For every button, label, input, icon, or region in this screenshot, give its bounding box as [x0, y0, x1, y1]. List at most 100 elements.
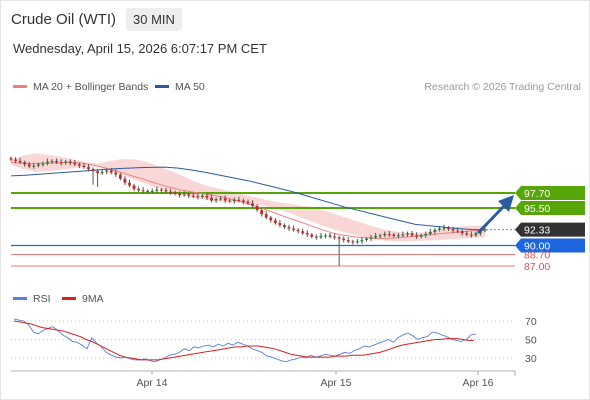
candle-body: [18, 160, 22, 163]
candle-body: [351, 241, 355, 243]
candle-body: [105, 170, 109, 172]
candle-body: [210, 197, 213, 201]
time-tick-label: Apr 14: [137, 377, 168, 389]
candle-body: [82, 165, 86, 168]
rsi-legend-label: RSI: [33, 293, 51, 305]
candle-body: [346, 240, 350, 242]
level-tag-label-5: 87.00: [524, 261, 550, 273]
level-tag-label-0: 97.70: [524, 188, 550, 200]
candle-body: [355, 241, 359, 243]
candle-body: [273, 220, 277, 224]
candle-body: [460, 231, 464, 234]
candle-body: [314, 236, 318, 238]
candle-body: [128, 182, 131, 186]
candle-body: [196, 196, 200, 198]
candle-body: [223, 198, 227, 201]
timeframe-badge[interactable]: 30 MIN: [126, 7, 182, 31]
candle-body: [205, 195, 209, 198]
candle-body: [201, 195, 204, 198]
rsi-ma-line: [13, 320, 474, 361]
candle-body: [164, 190, 168, 192]
candle-body: [424, 233, 428, 236]
candle-body: [319, 235, 323, 238]
time-tick-label: Apr 15: [321, 377, 352, 389]
candle-body: [442, 227, 446, 229]
rsi-legend-swatch: [13, 297, 27, 300]
candle-body: [59, 162, 63, 164]
candle-body: [55, 160, 58, 163]
level-tag-1: [515, 201, 585, 216]
ma20-legend-swatch: [13, 85, 27, 88]
candle-body: [73, 162, 77, 165]
candle-body: [23, 162, 27, 165]
candle-body: [137, 188, 141, 191]
candle-body: [246, 201, 250, 204]
ma50-legend-label: MA 50: [175, 81, 205, 93]
candle-body: [310, 234, 314, 237]
candle-body: [292, 228, 295, 230]
candle-body: [50, 160, 54, 162]
chart-header: Crude Oil (WTI) 30 MIN: [11, 7, 182, 31]
forecast-arrow: [476, 195, 514, 235]
candle-body: [456, 230, 460, 232]
candle-body: [365, 238, 368, 241]
candle-body: [155, 189, 159, 191]
rsi-ma-legend-label: 9MA: [82, 293, 104, 305]
candle-body: [118, 174, 122, 179]
report-datetime: Wednesday, April 15, 2026 6:07:17 PM CET: [13, 41, 267, 56]
time-axis: Apr 14 Apr 15 Apr 16: [11, 370, 516, 389]
candle-body: [328, 235, 332, 237]
candle-body: [27, 164, 31, 167]
candle-body: [96, 171, 99, 174]
candle-body: [392, 234, 396, 236]
candle-body: [301, 231, 305, 234]
rsi-ma-legend-swatch: [62, 297, 76, 300]
candle-body: [232, 199, 236, 202]
candle-body: [242, 200, 245, 202]
candle-body: [401, 234, 405, 236]
candle-body: [333, 236, 336, 238]
rsi-line: [13, 318, 477, 363]
candle-body: [451, 229, 455, 231]
price-levels: [11, 192, 515, 267]
candle-body: [150, 190, 154, 192]
arrow-head: [498, 195, 514, 212]
candle-body: [237, 199, 241, 201]
candle-body: [182, 194, 186, 196]
copyright-label: Research © 2026 Trading Central: [424, 81, 581, 93]
rsi-tick-50: 50: [525, 335, 537, 347]
candle-body: [123, 178, 127, 183]
arrow-shaft: [476, 202, 508, 235]
candle-body: [465, 233, 469, 235]
candle-body: [32, 165, 36, 167]
main-legend: MA 20 + Bollinger Bands MA 50 Research ©…: [13, 81, 581, 93]
time-tick-label: Apr 16: [463, 377, 494, 389]
candle-body: [91, 169, 95, 172]
candle-body: [324, 235, 327, 237]
candle-body: [428, 231, 432, 234]
candle-body: [474, 233, 478, 236]
candle-body: [46, 161, 49, 164]
candle-body: [228, 200, 232, 202]
candle-body: [141, 190, 145, 192]
candle-body: [41, 163, 45, 165]
candle-body: [132, 185, 136, 189]
candle-body: [305, 233, 309, 235]
level-tag-label-1: 95.50: [524, 203, 550, 215]
candle-body: [260, 210, 264, 215]
candle-body: [146, 190, 150, 192]
candle-body: [469, 234, 473, 236]
candle-body: [219, 198, 223, 200]
level-tag-label-3: 90.00: [524, 241, 550, 253]
ma20-legend-label: MA 20 + Bollinger Bands: [33, 81, 148, 93]
rsi-tick-70: 70: [525, 316, 537, 328]
candle-body: [383, 233, 387, 236]
candle-body: [109, 170, 113, 173]
level-tag-2: [515, 222, 585, 237]
candle-body: [87, 167, 90, 170]
candle-body: [251, 203, 254, 206]
level-tag-label-4: 88.70: [524, 249, 550, 261]
candle-body: [187, 194, 191, 196]
